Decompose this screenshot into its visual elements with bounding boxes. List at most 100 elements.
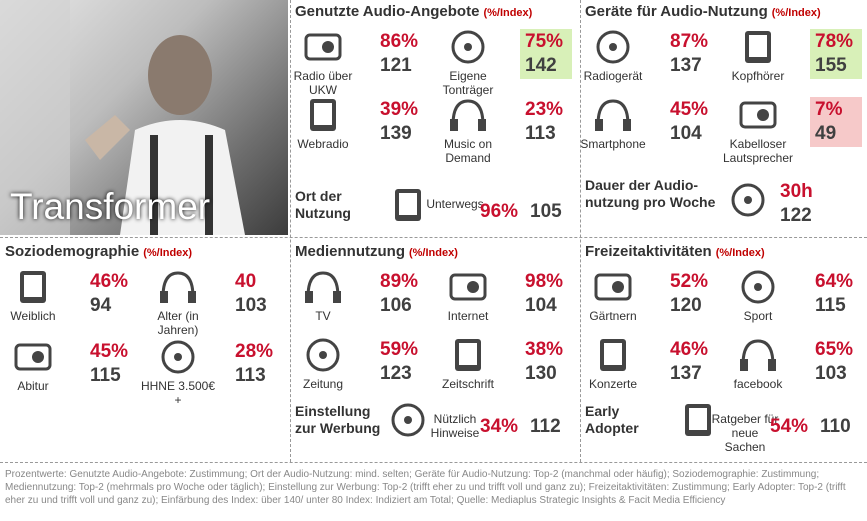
icon	[160, 271, 196, 303]
section-title: Mediennutzung (%/Index)	[295, 243, 458, 260]
percent-value: 45%	[670, 99, 709, 120]
percent-value: 40	[235, 271, 257, 292]
percent-value: 54%	[770, 416, 809, 437]
section-title: Freizeitaktivitäten (%/Index)	[585, 243, 765, 260]
icon	[305, 271, 341, 303]
icon	[594, 273, 632, 301]
item-label: Internet	[447, 309, 489, 323]
percent-value: 7%	[815, 99, 843, 120]
index-value: 137	[670, 55, 702, 76]
extra-heading: Einstellung zur Werbung	[295, 403, 381, 436]
percent-value: 89%	[380, 271, 419, 292]
item-label: Smartphone	[580, 137, 646, 151]
percent-value: 46%	[670, 339, 709, 360]
icon	[731, 183, 765, 217]
extra-label: Unterwegs	[426, 197, 484, 211]
index-value: 120	[670, 295, 702, 316]
index-value: 122	[780, 205, 812, 226]
icon	[740, 339, 776, 371]
item-label: Abitur	[17, 379, 49, 393]
percent-value: 23%	[525, 99, 564, 120]
index-value: 104	[525, 295, 557, 316]
percent-value: 52%	[670, 271, 709, 292]
index-value: 113	[525, 123, 556, 144]
icon	[304, 33, 342, 61]
percent-value: 45%	[90, 341, 129, 362]
percent-value: 39%	[380, 99, 419, 120]
divider	[0, 237, 867, 238]
section-title: Soziodemographie (%/Index)	[5, 243, 193, 260]
percent-value: 59%	[380, 339, 419, 360]
index-value: 130	[525, 363, 557, 384]
item-label: facebook	[733, 377, 783, 391]
divider	[580, 0, 581, 462]
icon	[455, 339, 481, 371]
percent-value: 65%	[815, 339, 854, 360]
index-value: 123	[380, 363, 412, 384]
index-value: 103	[235, 295, 267, 316]
item-label: Gärtnern	[589, 309, 637, 323]
index-value: 94	[90, 295, 112, 316]
section-title: Geräte für Audio-Nutzung (%/Index)	[585, 3, 821, 20]
item-label: TV	[315, 309, 331, 323]
hero-title: Transformer	[10, 186, 211, 227]
percent-value: 46%	[90, 271, 129, 292]
item-label: Webradio	[297, 137, 349, 151]
index-value: 137	[670, 363, 702, 384]
extra-label: Nützlich Hinweise	[430, 412, 480, 440]
section-unit: (%/Index)	[771, 7, 821, 19]
item-label: Kabelloser Lautsprecher	[722, 137, 794, 165]
item-label: Eigene Tonträger	[442, 69, 494, 97]
icon	[600, 339, 626, 371]
index-value: 110	[820, 416, 851, 437]
item-label: Alter (in Jahren)	[157, 309, 199, 337]
icon	[449, 273, 487, 301]
index-value: 105	[530, 201, 562, 222]
extra-heading: Early Adopter	[585, 403, 639, 436]
icon	[14, 343, 52, 371]
index-value: 115	[815, 295, 846, 316]
item-label: HHNE 3.500€+	[140, 379, 216, 407]
icon	[745, 31, 771, 63]
icon	[395, 189, 421, 221]
item-label: Konzerte	[588, 377, 638, 391]
percent-value: 98%	[525, 271, 564, 292]
item-label: Zeitung	[302, 377, 344, 391]
extra-heading: Dauer der Audio-nutzung pro Woche	[585, 177, 716, 210]
percent-value: 75%	[525, 31, 564, 52]
icon	[306, 338, 340, 372]
icon	[741, 270, 775, 304]
icon	[739, 101, 777, 129]
index-value: 104	[670, 123, 702, 144]
index-value: 103	[815, 363, 847, 384]
icon	[451, 30, 485, 64]
icon	[20, 271, 46, 303]
index-value: 115	[90, 365, 121, 386]
extra-heading: Ort der Nutzung	[295, 188, 351, 221]
hero-image	[0, 0, 288, 235]
section-unit: (%/Index)	[483, 7, 533, 19]
percent-value: 96%	[480, 201, 519, 222]
index-value: 113	[235, 365, 266, 386]
item-label: Radio über UKW	[293, 69, 353, 97]
section-unit: (%/Index)	[408, 247, 458, 259]
icon	[596, 30, 630, 64]
hero-figure	[0, 0, 245, 235]
highlight	[810, 97, 862, 147]
icon	[450, 99, 486, 131]
divider	[0, 462, 867, 463]
footnote: Prozentwerte: Genutzte Audio-Angebote: Z…	[5, 469, 846, 506]
icon	[685, 404, 711, 436]
index-value: 155	[815, 55, 847, 76]
extra-label: Ratgeber für neue Sachen	[711, 412, 779, 454]
index-value: 121	[380, 55, 412, 76]
percent-value: 28%	[235, 341, 274, 362]
item-label: Radiogerät	[583, 69, 643, 83]
percent-value: 87%	[670, 31, 709, 52]
icon	[310, 99, 336, 131]
index-value: 139	[380, 123, 412, 144]
section-unit: (%/Index)	[143, 247, 193, 259]
highlight	[810, 29, 862, 79]
index-value: 49	[815, 123, 837, 144]
